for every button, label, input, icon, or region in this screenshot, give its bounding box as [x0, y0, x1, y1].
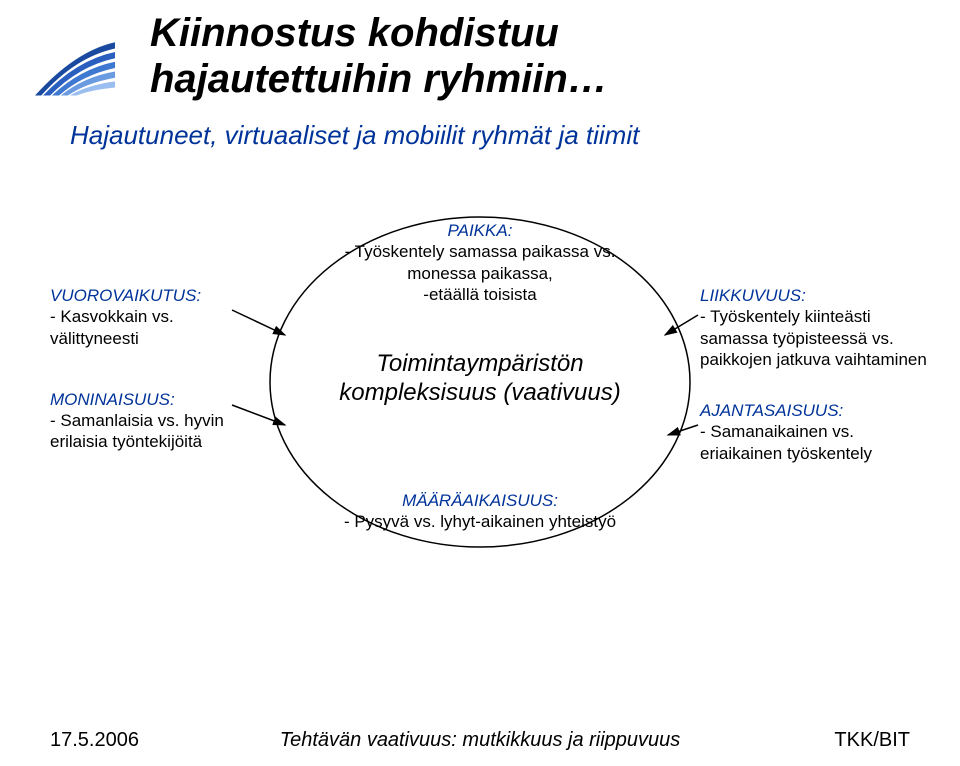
- paikka-text: monessa paikassa,: [407, 264, 553, 283]
- paikka-block: PAIKKA: - Työskentely samassa paikassa v…: [320, 220, 640, 305]
- right-column: LIIKKUVUUS: - Työskentely kiinteästi sam…: [700, 285, 940, 494]
- footer-org: TKK/BIT: [834, 729, 910, 752]
- moninaisuus-text: erilaisia työntekijöitä: [50, 432, 202, 451]
- moninaisuus-header: MONINAISUUS:: [50, 390, 175, 409]
- liikkuvuus-text: - Työskentely kiinteästi: [700, 307, 871, 326]
- liikkuvuus-header: LIIKKUVUUS:: [700, 286, 806, 305]
- ajantasaisuus-header: AJANTASAISUUS:: [700, 401, 843, 420]
- moninaisuus-block: MONINAISUUS: - Samanlaisia vs. hyvin eri…: [50, 389, 260, 453]
- paikka-text: -etäällä toisista: [423, 285, 536, 304]
- maara-header: MÄÄRÄAIKAISUUS:: [402, 491, 558, 510]
- center-line1: Toimintaympäristön: [376, 350, 583, 377]
- vuorovaikutus-header: VUOROVAIKUTUS:: [50, 286, 201, 305]
- ajantasaisuus-text: eriaikainen työskentely: [700, 444, 872, 463]
- paikka-header: PAIKKA:: [448, 221, 513, 240]
- vuorovaikutus-block: VUOROVAIKUTUS: - Kasvokkain vs. välittyn…: [50, 285, 260, 349]
- subtitle: Hajautuneet, virtuaaliset ja mobiilit ry…: [70, 120, 639, 151]
- left-column: VUOROVAIKUTUS: - Kasvokkain vs. välittyn…: [50, 285, 260, 493]
- ajantasaisuus-block: AJANTASAISUUS: - Samanaikainen vs. eriai…: [700, 400, 940, 464]
- page-title: Kiinnostus kohdistuu hajautettuihin ryhm…: [150, 10, 910, 102]
- title-line2: hajautettuihin ryhmiin…: [150, 57, 608, 101]
- liikkuvuus-block: LIIKKUVUUS: - Työskentely kiinteästi sam…: [700, 285, 940, 370]
- center-line2: kompleksisuus (vaativuus): [339, 379, 620, 406]
- diagram: PAIKKA: - Työskentely samassa paikassa v…: [0, 170, 960, 700]
- footer-caption: Tehtävän vaativuus: mutkikkuus ja riippu…: [0, 729, 960, 752]
- paikka-text: - Työskentely samassa paikassa vs.: [345, 242, 616, 261]
- moninaisuus-text: - Samanlaisia vs. hyvin: [50, 411, 224, 430]
- maara-text: - Pysyvä vs. lyhyt-aikainen yhteistyö: [344, 512, 616, 531]
- title-line1: Kiinnostus kohdistuu: [150, 11, 559, 55]
- center-label: Toimintaympäristön kompleksisuus (vaativ…: [300, 350, 660, 408]
- vuorovaikutus-text: - Kasvokkain vs. välittyneesti: [50, 307, 174, 347]
- liikkuvuus-text: paikkojen jatkuva vaihtaminen: [700, 350, 927, 369]
- maaraaikaisuus-block: MÄÄRÄAIKAISUUS: - Pysyvä vs. lyhyt-aikai…: [330, 490, 630, 533]
- liikkuvuus-text: samassa työpisteessä vs.: [700, 329, 894, 348]
- logo: [30, 20, 120, 100]
- ajantasaisuus-text: - Samanaikainen vs.: [700, 422, 854, 441]
- slide: Kiinnostus kohdistuu hajautettuihin ryhm…: [0, 0, 960, 766]
